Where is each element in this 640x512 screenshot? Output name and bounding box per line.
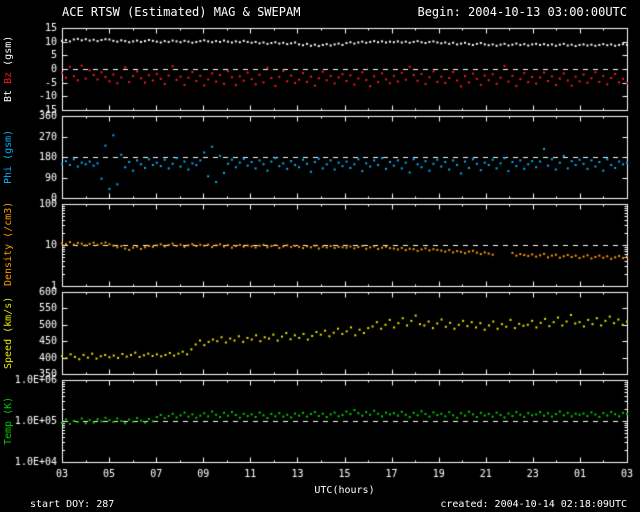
y-axis-label-part: Bz [3, 72, 14, 85]
y-axis-label-part: (gsm) [3, 129, 14, 161]
y-axis-label-part: (gsm) [3, 35, 14, 66]
y-axis-label-part: Bt [3, 90, 14, 103]
y-axis-label-part: Temp [3, 421, 14, 446]
y-axis-label-temp: Temp (K) [2, 380, 16, 462]
y-axis-label-bt-bz: Bt Bz (gsm) [2, 28, 16, 110]
y-axis-label-part: (/cm3) [3, 201, 14, 238]
y-axis-label-part: Density [3, 243, 14, 286]
y-axis-label-part: (K) [3, 396, 14, 415]
plot-title: ACE RTSW (Estimated) MAG & SWEPAM [62, 5, 301, 19]
x-axis-label: UTC(hours) [314, 485, 375, 496]
y-axis-label-speed: Speed (km/s) [2, 292, 16, 374]
y-axis-label-part: Speed [3, 339, 14, 370]
y-axis-label-part: Phi [3, 166, 14, 185]
y-axis-label-phi: Phi (gsm) [2, 116, 16, 198]
y-axis-label-density: Density (/cm3) [2, 201, 16, 286]
y-axis-label-part: (km/s) [3, 296, 14, 333]
created-timestamp: created: 2004-10-14 02:18:09UTC [440, 499, 627, 510]
start-doy-label: start DOY: 287 [30, 499, 115, 510]
begin-timestamp: Begin: 2004-10-13 03:00:00UTC [417, 5, 627, 19]
